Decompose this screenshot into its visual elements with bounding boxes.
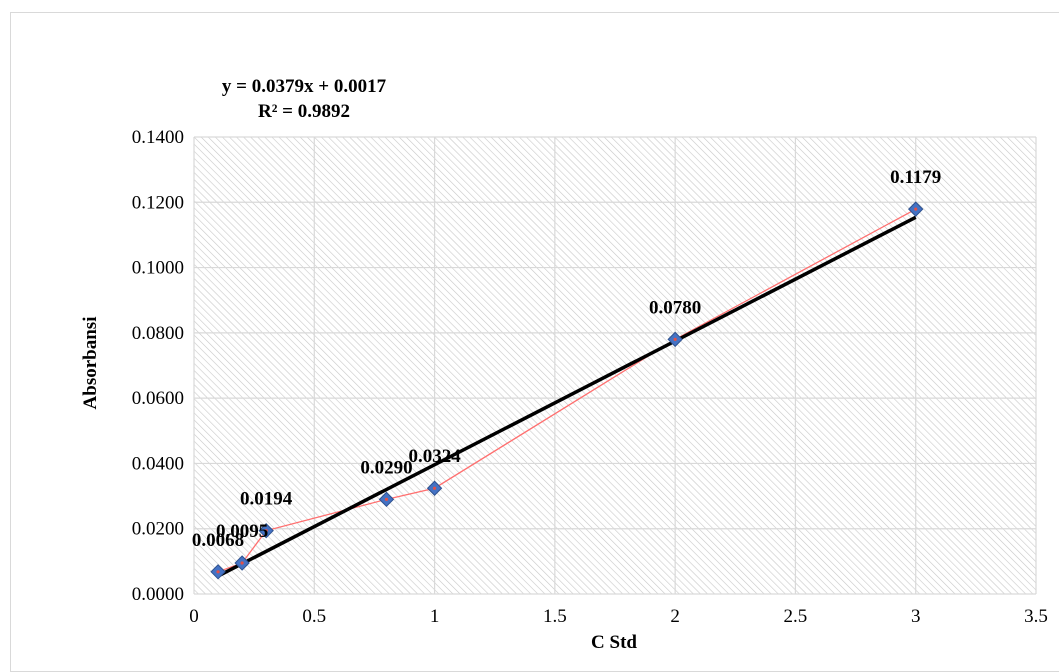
data-label: 0.1179	[890, 167, 941, 188]
data-label: 0.0068	[192, 530, 244, 551]
trendline-equation: y = 0.0379x + 0.0017	[222, 76, 387, 97]
data-label: 0.0324	[408, 446, 461, 467]
y-tick-label: 0.0200	[132, 519, 184, 540]
data-label: 0.0780	[649, 297, 701, 318]
y-tick-label: 0.0400	[132, 453, 184, 474]
data-label: 0.0194	[240, 489, 293, 510]
r-squared: R² = 0.9892	[258, 101, 350, 122]
data-point-center	[432, 486, 437, 490]
data-point-center	[264, 529, 268, 533]
x-tick-label: 3.5	[1024, 606, 1048, 627]
x-tick-label: 2	[670, 606, 680, 627]
x-tick-label: 0.5	[302, 606, 326, 627]
data-point-center	[914, 207, 918, 211]
y-tick-label: 0.1000	[132, 258, 184, 279]
data-markers	[210, 201, 924, 580]
y-axis-title: Absorbansi	[80, 317, 101, 410]
chart: 0.0000 0.0200 0.0400 0.0600 0.0800 0.1000 0.12…	[80, 76, 1048, 653]
data-label: 0.0095	[216, 521, 268, 542]
data-label: 0.0290	[360, 457, 412, 478]
data-point-center	[673, 337, 677, 341]
y-tick-label: 0.0000	[132, 584, 184, 605]
data-point-center	[384, 497, 389, 501]
gridlines	[193, 136, 1037, 595]
x-tick-label: 3	[911, 606, 921, 627]
data-point-center	[216, 570, 220, 574]
trendline	[217, 215, 917, 578]
x-tick-label: 1	[430, 606, 440, 627]
data-point-center	[240, 561, 244, 565]
x-tick-label: 0	[189, 606, 199, 627]
x-axis-title: C Std	[591, 632, 637, 653]
x-axis-ticks: 0 0.5 1 1.5 2 2.5 3 3.5	[189, 606, 1048, 627]
x-tick-label: 1.5	[543, 606, 567, 627]
y-tick-label: 0.1200	[132, 192, 184, 213]
y-tick-label: 0.0600	[132, 388, 184, 409]
y-axis-ticks: 0.0000 0.0200 0.0400 0.0600 0.0800 0.1000 0.12…	[132, 127, 184, 605]
y-tick-label: 0.1400	[132, 127, 184, 148]
x-tick-label: 2.5	[784, 606, 808, 627]
y-tick-label: 0.0800	[132, 323, 184, 344]
